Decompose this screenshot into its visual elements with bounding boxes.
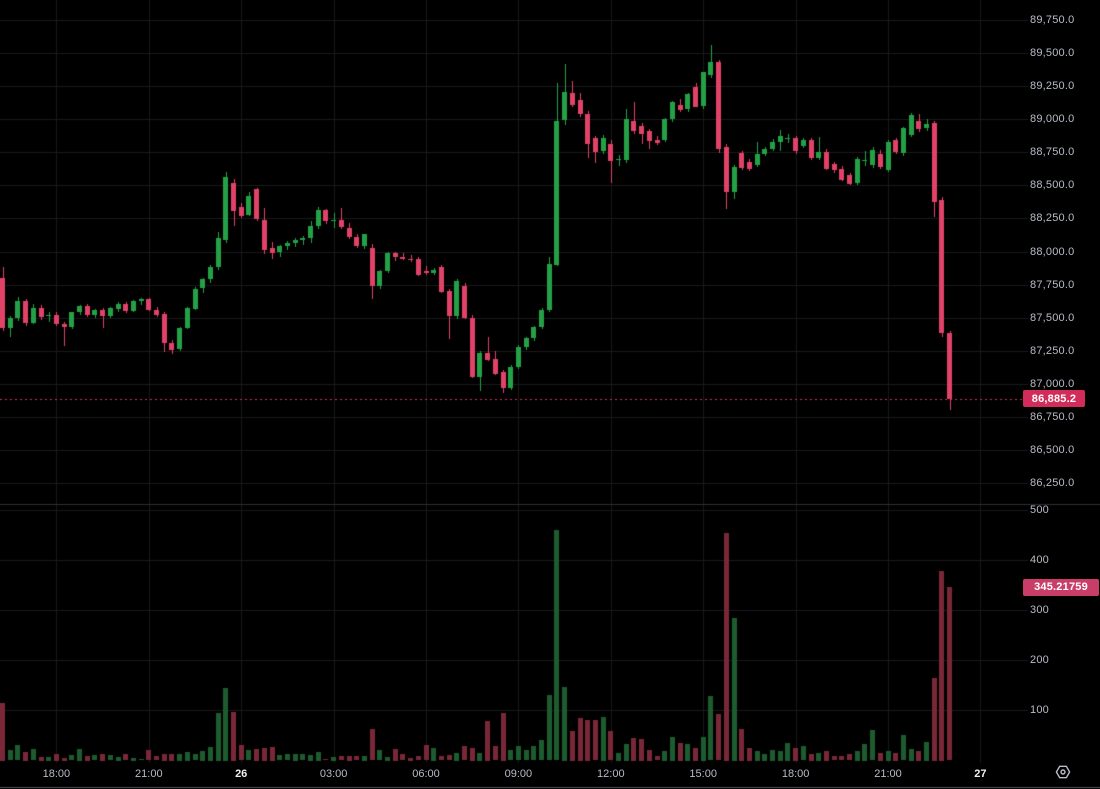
price-axis-label: 88,000.0 bbox=[1030, 245, 1075, 258]
price-axis-label: 87,750.0 bbox=[1030, 278, 1075, 291]
volume-axis-label: 100 bbox=[1030, 704, 1049, 716]
price-axis-label: 86,250.0 bbox=[1030, 477, 1075, 489]
price-axis-label: 87,000.0 bbox=[1030, 377, 1075, 390]
price-axis-label: 88,750.0 bbox=[1030, 146, 1075, 159]
price-axis-label: 86,500.0 bbox=[1030, 443, 1075, 456]
settings-gear-icon[interactable] bbox=[1052, 761, 1074, 783]
price-axis-label: 88,250.0 bbox=[1030, 212, 1075, 225]
time-axis-label: 09:00 bbox=[504, 768, 533, 780]
price-axis-label: 86,750.0 bbox=[1030, 410, 1075, 423]
volume-axis-label: 200 bbox=[1030, 654, 1049, 666]
time-axis-label: 03:00 bbox=[319, 768, 348, 780]
price-axis-label: 89,500.0 bbox=[1030, 47, 1075, 60]
volume-axis-label: 400 bbox=[1030, 554, 1049, 566]
price-axis-label: 89,750.0 bbox=[1030, 14, 1075, 26]
price-axis-label: 88,500.0 bbox=[1030, 179, 1075, 192]
time-axis-label: 15:00 bbox=[689, 768, 717, 780]
time-axis-label: 12:00 bbox=[597, 768, 625, 780]
price-axis-label: 89,000.0 bbox=[1030, 113, 1075, 126]
volume-axis-label: 500 bbox=[1030, 504, 1049, 516]
gear-hexagon-glyph bbox=[1055, 765, 1071, 779]
price-axis-label: 89,250.0 bbox=[1030, 80, 1075, 93]
time-axis-label: 21:00 bbox=[135, 768, 163, 780]
time-axis-label: 18:00 bbox=[781, 768, 810, 780]
price-axis-label: 87,500.0 bbox=[1030, 311, 1075, 324]
last-price-badge: 86,885.2 bbox=[1023, 390, 1085, 408]
time-axis-label: 27 bbox=[974, 768, 987, 780]
time-axis-label: 06:00 bbox=[412, 768, 440, 780]
time-axis-label: 21:00 bbox=[874, 768, 902, 780]
volume-axis-label: 300 bbox=[1030, 604, 1049, 616]
time-axis-label: 26 bbox=[235, 768, 248, 780]
price-axis-label: 87,250.0 bbox=[1030, 344, 1075, 357]
time-axis-label: 18:00 bbox=[42, 768, 71, 780]
last-volume-badge: 345.21759 bbox=[1023, 578, 1099, 596]
